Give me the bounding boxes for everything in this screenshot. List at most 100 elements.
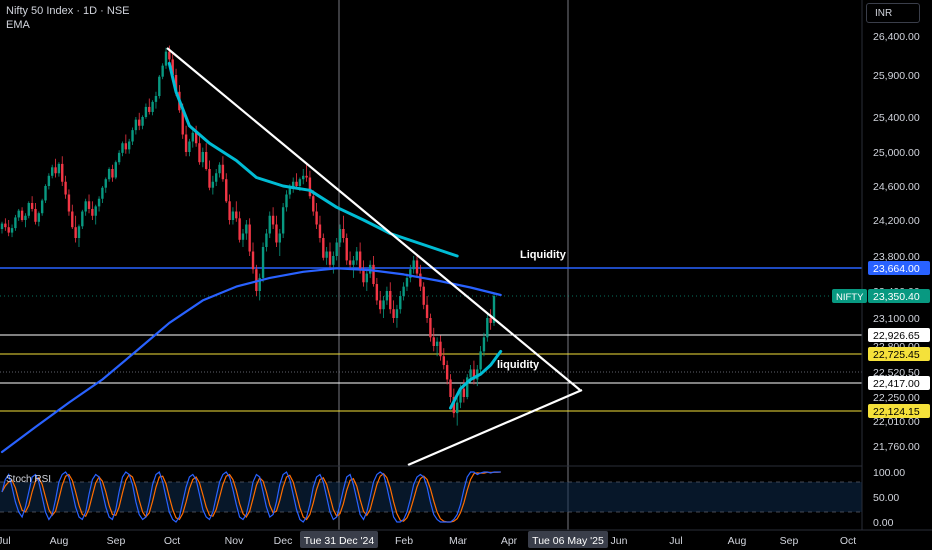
price-tag-4[interactable]: 22,417.00 (873, 378, 920, 390)
candle[interactable] (141, 115, 144, 130)
candle[interactable] (345, 233, 348, 265)
candle[interactable] (151, 100, 154, 116)
candle[interactable] (81, 209, 84, 229)
candle[interactable] (455, 397, 459, 426)
candle[interactable] (104, 177, 107, 193)
candle[interactable] (67, 189, 71, 216)
annotation-liquidity-lower[interactable]: liquidity (497, 359, 540, 371)
candle[interactable] (184, 125, 188, 157)
candle[interactable] (489, 309, 492, 330)
candle[interactable] (117, 150, 121, 165)
candle[interactable] (445, 360, 449, 385)
candle[interactable] (281, 203, 285, 238)
candle[interactable] (61, 156, 64, 186)
candle[interactable] (395, 304, 399, 328)
candle[interactable] (198, 136, 201, 165)
price-axis[interactable]: 26,400.00 25,900.00 25,400.00 25,000.00 24,6… (832, 0, 932, 530)
stoch-rsi-label[interactable]: Stoch RSI (6, 474, 51, 485)
candle[interactable] (362, 260, 365, 287)
candle[interactable] (402, 282, 405, 301)
candle[interactable] (10, 224, 14, 238)
symbol-tag[interactable]: NIFTY (836, 292, 864, 303)
trendline-lower[interactable] (407, 388, 583, 467)
candle[interactable] (342, 215, 345, 243)
trendline-upper[interactable] (166, 47, 581, 391)
candle[interactable] (164, 47, 168, 69)
candle[interactable] (332, 251, 335, 274)
candle[interactable] (492, 293, 496, 326)
candle[interactable] (439, 335, 442, 361)
candle[interactable] (211, 175, 215, 195)
candle[interactable] (409, 264, 412, 283)
candle[interactable] (204, 143, 208, 171)
price-tag-1[interactable]: 22,926.65 (873, 330, 920, 342)
candle[interactable] (442, 348, 445, 370)
candle[interactable] (64, 175, 67, 199)
candle[interactable] (44, 184, 47, 203)
candle[interactable] (71, 204, 74, 229)
candle[interactable] (57, 162, 61, 177)
candle[interactable] (201, 147, 205, 168)
candle[interactable] (37, 211, 41, 227)
ema-fast-line-recent[interactable] (449, 349, 503, 410)
stoch-rsi-pane[interactable]: Stoch RSI (0, 465, 862, 523)
candle[interactable] (335, 238, 338, 261)
price-tag-2[interactable]: 22,725.45 (873, 349, 920, 361)
candle[interactable] (472, 360, 476, 385)
candle[interactable] (392, 300, 395, 323)
candle[interactable] (278, 229, 281, 256)
candle[interactable] (271, 207, 275, 229)
candle[interactable] (241, 229, 245, 247)
candle[interactable] (191, 130, 194, 148)
candle[interactable] (215, 169, 218, 186)
candle[interactable] (121, 141, 124, 157)
candle[interactable] (94, 204, 97, 225)
candle[interactable] (158, 75, 161, 99)
candle[interactable] (87, 194, 91, 214)
currency-button[interactable]: INR (866, 3, 920, 23)
indicator-label[interactable]: EMA (6, 19, 30, 31)
candle[interactable] (7, 220, 10, 237)
candle[interactable] (235, 201, 238, 222)
candle[interactable] (268, 211, 271, 239)
candle[interactable] (161, 63, 164, 80)
trendlines[interactable] (166, 47, 583, 467)
ema-fast-line[interactable] (167, 61, 459, 258)
candle[interactable] (0, 221, 4, 234)
candle[interactable] (47, 173, 51, 190)
candle[interactable] (405, 273, 409, 291)
candle[interactable] (365, 269, 369, 291)
candle[interactable] (338, 224, 342, 248)
candle[interactable] (208, 160, 211, 191)
ema-slow-line[interactable] (0, 267, 502, 454)
candle[interactable] (251, 242, 255, 274)
candle[interactable] (389, 282, 392, 314)
candle[interactable] (382, 296, 385, 318)
candle[interactable] (328, 242, 332, 270)
candle[interactable] (412, 256, 415, 274)
candle[interactable] (462, 379, 466, 403)
candle[interactable] (375, 277, 379, 305)
candle[interactable] (265, 229, 268, 252)
candle[interactable] (34, 203, 37, 225)
price-tag-0[interactable]: 23,664.00 (873, 263, 920, 275)
candle[interactable] (435, 337, 439, 357)
candle[interactable] (322, 233, 325, 261)
candle[interactable] (449, 374, 452, 403)
candle[interactable] (131, 127, 134, 146)
candle[interactable] (318, 215, 322, 243)
candle[interactable] (425, 296, 429, 323)
candle[interactable] (231, 207, 235, 225)
candle[interactable] (194, 125, 198, 147)
candle[interactable] (482, 332, 486, 357)
candle[interactable] (84, 198, 87, 216)
candle[interactable] (127, 138, 131, 154)
stoch-rsi-k-line[interactable] (1, 471, 501, 523)
candle[interactable] (134, 117, 138, 135)
candle[interactable] (74, 215, 77, 243)
annotation-liquidity-upper[interactable]: Liquidity (520, 249, 567, 261)
candle[interactable] (154, 91, 158, 109)
candle[interactable] (466, 374, 469, 400)
candle[interactable] (107, 167, 111, 182)
